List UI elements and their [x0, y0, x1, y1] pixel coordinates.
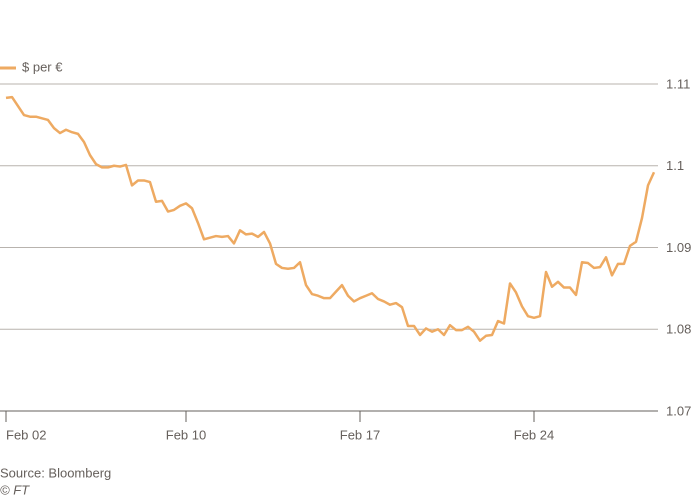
series-line	[5, 95, 656, 342]
legend-label: $ per €	[22, 59, 63, 74]
credit: © FT	[0, 482, 30, 497]
y-tick-label: 1.11	[666, 76, 690, 91]
x-tick-label: Feb 24	[514, 427, 554, 442]
y-tick-label: 1.1	[666, 158, 684, 173]
y-tick-label: 1.09	[666, 240, 691, 255]
x-tick-label: Feb 02	[6, 427, 46, 442]
y-tick-label: 1.08	[666, 322, 691, 337]
source: Source: Bloomberg	[0, 465, 111, 480]
y-tick-label: 1.07	[666, 403, 691, 418]
x-tick-label: Feb 17	[340, 427, 380, 442]
x-tick-label: Feb 10	[166, 427, 206, 442]
